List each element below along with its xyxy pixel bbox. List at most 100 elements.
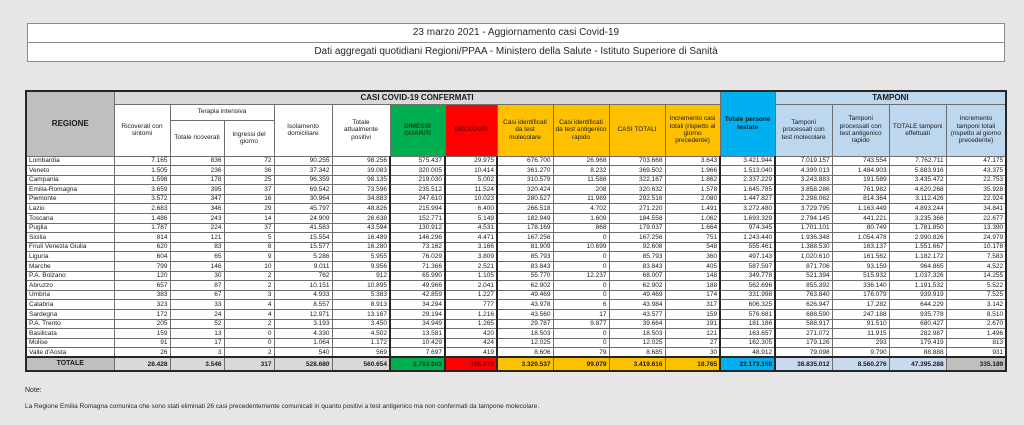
value-cell: 224: [169, 222, 225, 234]
value-cell: 0: [552, 337, 610, 349]
value-cell: 12.025: [496, 337, 554, 349]
value-cell: 1.054.478: [831, 232, 890, 243]
value-cell: 13.581: [389, 328, 446, 339]
value-cell: 383: [113, 289, 171, 301]
value-cell: 96.359: [273, 174, 333, 186]
table-body: Lombardia 7.165 836 72 90.255 98.256 575.437 29…: [25, 155, 1007, 358]
total-value-cell: 99.079: [552, 356, 610, 372]
value-cell: 419: [444, 347, 498, 358]
value-cell: 163.137: [831, 241, 890, 253]
value-cell: 3.809: [444, 251, 498, 263]
value-cell: 3.193: [273, 318, 333, 330]
value-cell: 4.502: [331, 328, 391, 339]
value-cell: 1.064: [273, 337, 333, 349]
value-cell: 18.503: [608, 328, 666, 339]
value-cell: 14.255: [945, 270, 1007, 282]
value-cell: 1.862: [664, 174, 721, 186]
value-cell: 8: [223, 241, 275, 253]
value-cell: 395: [169, 184, 225, 195]
value-cell: 2: [223, 270, 275, 282]
value-cell: 73.162: [389, 241, 446, 253]
region-cell: Basilicata: [25, 328, 115, 339]
value-cell: 5.149: [444, 213, 498, 224]
value-cell: 331.998: [719, 289, 776, 301]
total-value-cell: 3.419.616: [608, 356, 666, 372]
value-cell: 36: [223, 165, 275, 176]
value-cell: 441.221: [831, 213, 890, 224]
value-cell: 620: [113, 241, 171, 253]
value-cell: 146.296: [389, 232, 446, 243]
value-cell: 6.400: [444, 203, 498, 215]
value-cell: 12.971: [273, 309, 333, 320]
col-header-casi-antigenico: Casi identificati da test antigenico rap…: [552, 103, 610, 157]
col-header-casi-totali: CASI TOTALI: [608, 103, 666, 157]
value-cell: 191: [664, 318, 721, 330]
region-cell: Valle d'Aosta: [25, 347, 115, 358]
value-cell: 182.949: [496, 213, 554, 224]
value-cell: 497.143: [719, 251, 776, 263]
value-cell: 236: [169, 165, 225, 176]
value-cell: 30.964: [273, 193, 333, 205]
value-cell: 569: [331, 347, 391, 358]
value-cell: 644.229: [888, 299, 947, 310]
group-header-confermati: CASI COVID-19 CONFERMATI: [113, 90, 721, 105]
value-cell: 67: [169, 289, 225, 301]
value-cell: 3.272.480: [719, 203, 776, 215]
value-cell: 24.909: [273, 213, 333, 224]
value-cell: 320.424: [496, 184, 554, 195]
value-cell: 10.178: [945, 241, 1007, 253]
value-cell: 347: [169, 193, 225, 205]
region-cell: Campania: [25, 174, 115, 186]
value-cell: 10.023: [444, 193, 498, 205]
value-cell: 163.657: [719, 328, 776, 339]
value-cell: 420: [444, 328, 498, 339]
value-cell: 24: [169, 309, 225, 320]
value-cell: 27: [664, 337, 721, 349]
value-cell: 814.364: [831, 193, 890, 205]
col-header-positivi: Totale attualmente positivi: [331, 103, 391, 157]
value-cell: 15.577: [273, 241, 333, 253]
value-cell: 540: [273, 347, 333, 358]
value-cell: 4: [223, 299, 275, 310]
value-cell: 562.696: [719, 280, 776, 291]
value-cell: 1.966: [664, 165, 721, 176]
value-cell: 1.037.326: [888, 270, 947, 282]
value-cell: 184.558: [608, 213, 666, 224]
covid-table: REGIONE CASI COVID-19 CONFERMATI Totale …: [25, 90, 1008, 373]
total-value-cell: 22.173.158: [719, 356, 776, 372]
region-cell: P.A. Bolzano: [25, 270, 115, 282]
note-text: La Regione Emilia Romagna comunica che s…: [25, 403, 540, 410]
value-cell: 22.677: [945, 213, 1007, 224]
col-header-dimessi-guariti: DIMESSI GUARITI: [389, 103, 446, 157]
col-header-ingressi-giorno: Ingressi del giorno: [223, 119, 275, 157]
value-cell: 243: [169, 213, 225, 224]
value-cell: 30: [169, 270, 225, 282]
value-cell: 1.551.667: [888, 241, 947, 253]
value-cell: 85.793: [496, 251, 554, 263]
value-cell: 2.080: [664, 193, 721, 205]
value-cell: 10.699: [552, 241, 610, 253]
value-cell: 5.522: [945, 280, 1007, 291]
value-cell: 1.191.532: [888, 280, 947, 291]
table-row: P.A. Trento 205 52 2 3.193 3.450 34.949 1.265 29…: [25, 318, 1007, 330]
value-cell: 13.167: [331, 309, 391, 320]
value-cell: 79: [552, 347, 610, 358]
value-cell: 1.578: [664, 184, 721, 195]
value-cell: 87: [169, 280, 225, 291]
table-row: Lazio 2.683 346 29 45.797 48.826 215.994 6.400 2…: [25, 203, 1007, 215]
total-row: TOTALE 28.428 3.546 317 528.680 560.654 2.753.…: [25, 356, 1007, 372]
col-header-ricoverati: Ricoverati con sintomi: [113, 103, 171, 157]
value-cell: 1.609: [552, 213, 610, 224]
value-cell: 0: [552, 289, 610, 301]
value-cell: 91: [113, 337, 171, 349]
value-cell: 30: [664, 347, 721, 358]
value-cell: 29.787: [496, 318, 554, 330]
value-cell: 6: [552, 299, 610, 310]
value-cell: 65.990: [389, 270, 446, 282]
value-cell: 964.865: [888, 261, 947, 272]
value-cell: 85.793: [608, 251, 666, 263]
value-cell: 676.700: [496, 155, 554, 167]
region-cell: Liguria: [25, 251, 115, 263]
value-cell: 2.298.062: [774, 193, 833, 205]
value-cell: 0: [552, 280, 610, 291]
